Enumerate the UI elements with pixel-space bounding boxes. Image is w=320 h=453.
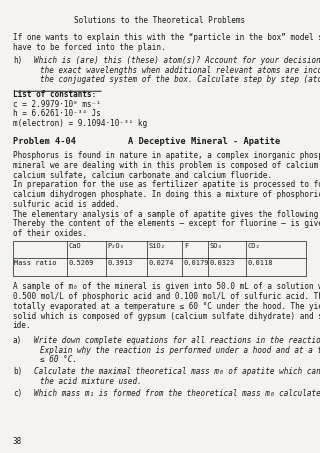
Text: b): b)	[13, 367, 22, 376]
Text: 38: 38	[13, 437, 22, 446]
Text: F: F	[184, 243, 188, 249]
Text: A sample of m₀ of the mineral is given into 50.0 mL of a solution which contains: A sample of m₀ of the mineral is given i…	[13, 282, 320, 291]
Text: 0.3913: 0.3913	[107, 260, 133, 266]
Text: Explain why the reaction is performed under a hood and at a temperature: Explain why the reaction is performed un…	[40, 346, 320, 355]
Text: SiO₂: SiO₂	[149, 243, 166, 249]
Text: List of constants:: List of constants:	[13, 90, 96, 99]
Text: the conjugated system of the box. Calculate step by step (atom by atom).: the conjugated system of the box. Calcul…	[40, 75, 320, 84]
Text: P₂O₅: P₂O₅	[107, 243, 124, 249]
Text: sulfuric acid is added.: sulfuric acid is added.	[13, 200, 119, 209]
Text: of their oxides.: of their oxides.	[13, 229, 87, 238]
Text: c): c)	[13, 389, 22, 398]
Text: 0.500 mol/L of phosphoric acid and 0.100 mol/L of sulfuric acid. The mixture is: 0.500 mol/L of phosphoric acid and 0.100…	[13, 292, 320, 301]
Text: the exact wavelengths when additional relevant atoms are incorporated into: the exact wavelengths when additional re…	[40, 66, 320, 75]
Text: 0.0118: 0.0118	[248, 260, 274, 266]
Text: Write down complete equations for all reactions in the reaction vessel.: Write down complete equations for all re…	[34, 336, 320, 345]
Text: Phosphorus is found in nature in apatite, a complex inorganic phosphate. The: Phosphorus is found in nature in apatite…	[13, 151, 320, 160]
Text: calcium sulfate, calcium carbonate and calcium fluoride.: calcium sulfate, calcium carbonate and c…	[13, 171, 272, 180]
Text: 0.0274: 0.0274	[149, 260, 174, 266]
Text: 0.0179: 0.0179	[184, 260, 210, 266]
Text: A Deceptive Mineral - Apatite: A Deceptive Mineral - Apatite	[128, 137, 280, 145]
Text: CaO: CaO	[69, 243, 82, 249]
Text: 0.0323: 0.0323	[210, 260, 235, 266]
Text: Thereby the content of the elements – except for fluorine – is given as the rati: Thereby the content of the elements – ex…	[13, 219, 320, 228]
Text: Mass ratio: Mass ratio	[14, 260, 57, 266]
Text: ≤ 60 °C.: ≤ 60 °C.	[40, 356, 77, 364]
Text: If one wants to explain this with the “particle in the box” model some atoms: If one wants to explain this with the “p…	[13, 34, 320, 43]
Text: h): h)	[13, 56, 22, 65]
Text: the acid mixture used.: the acid mixture used.	[40, 377, 142, 386]
Text: CO₂: CO₂	[248, 243, 261, 249]
Text: solid which is composed of gypsum (calcium sulfate dihydrate) and silicon diox-: solid which is composed of gypsum (calci…	[13, 312, 320, 321]
Text: Solutions to the Theoretical Problems: Solutions to the Theoretical Problems	[75, 16, 245, 25]
Text: have to be forced into the plain.: have to be forced into the plain.	[13, 43, 165, 52]
Bar	[13, 241, 306, 275]
Text: totally evaporated at a temperature ≤ 60 °C under the hood. The yield is m₁ of a: totally evaporated at a temperature ≤ 60…	[13, 302, 320, 311]
Text: m(electron) = 9.1094·10⁻³¹ kg: m(electron) = 9.1094·10⁻³¹ kg	[13, 119, 147, 128]
Text: Problem 4-04: Problem 4-04	[13, 137, 76, 145]
Text: Which mass m₁ is formed from the theoretical mass m₀ calculated in b)?: Which mass m₁ is formed from the theoret…	[34, 389, 320, 398]
Text: ide.: ide.	[13, 321, 31, 330]
Text: SO₃: SO₃	[210, 243, 222, 249]
Text: calcium dihydrogen phosphate. In doing this a mixture of phosphoric acid and: calcium dihydrogen phosphate. In doing t…	[13, 190, 320, 199]
Text: Which is (are) this (these) atom(s)? Account for your decision by calculating: Which is (are) this (these) atom(s)? Acc…	[34, 56, 320, 65]
Text: The elementary analysis of a sample of apatite gives the following results.: The elementary analysis of a sample of a…	[13, 210, 320, 219]
Text: c = 2.9979·10⁸ ms⁻¹: c = 2.9979·10⁸ ms⁻¹	[13, 100, 101, 109]
Text: 0.5269: 0.5269	[69, 260, 94, 266]
Text: mineral we are dealing with in this problem is composed of calcium phosphate,: mineral we are dealing with in this prob…	[13, 161, 320, 170]
Text: a): a)	[13, 336, 22, 345]
Text: Calculate the maximal theoretical mass m₀ of apatite which can react with: Calculate the maximal theoretical mass m…	[34, 367, 320, 376]
Text: h = 6.6261·10⁻³⁴ Js: h = 6.6261·10⁻³⁴ Js	[13, 109, 101, 118]
Text: In preparation for the use as fertilizer apatite is processed to form water- sol: In preparation for the use as fertilizer…	[13, 180, 320, 189]
